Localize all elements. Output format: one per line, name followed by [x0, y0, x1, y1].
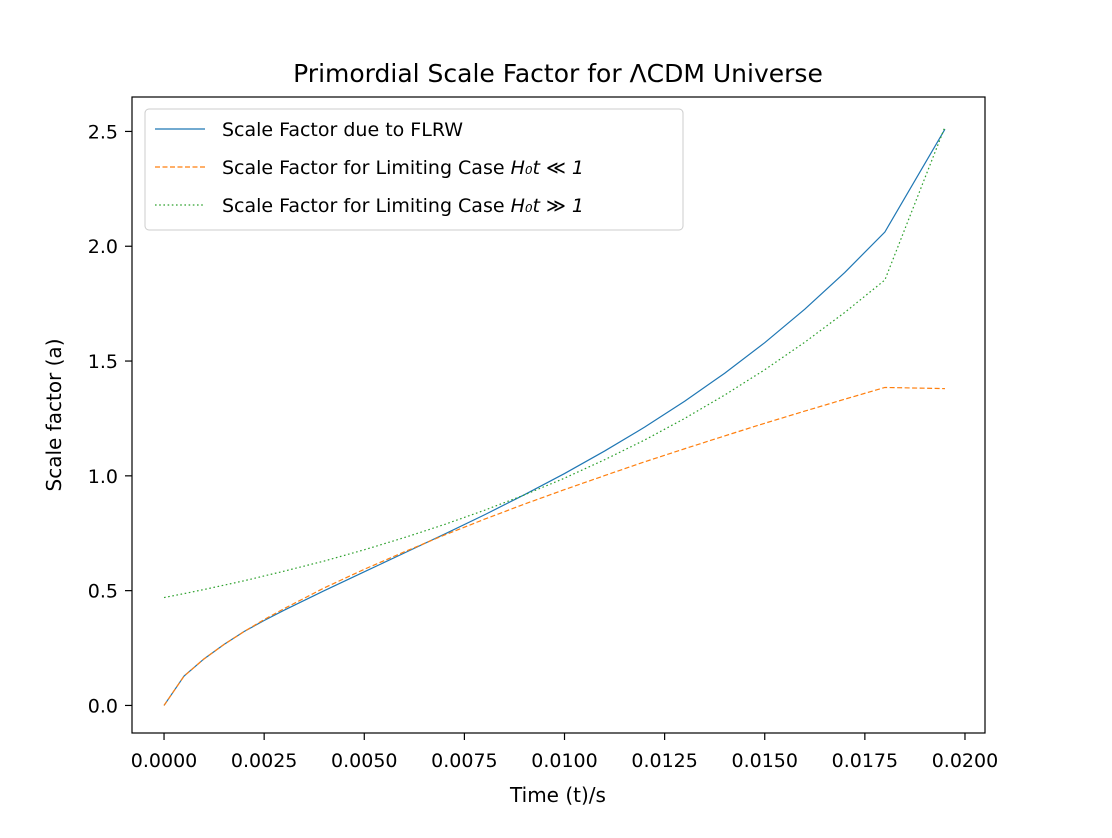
x-tick-label: 0.0175	[832, 750, 898, 772]
x-tick-label: 0.0125	[631, 750, 697, 772]
y-axis-label: Scale factor (a)	[42, 339, 66, 492]
y-axis: 0.0 0.5 1.0 1.5 2.0 2.5	[88, 121, 132, 717]
x-tick-label: 0.0025	[231, 750, 297, 772]
x-tick-label: 0.0150	[731, 750, 797, 772]
legend-label-3: Scale Factor for Limiting Case H₀t ≫ 1	[222, 195, 584, 217]
x-axis: 0.0000 0.0025 0.0050 0.0075 0.0100 0.0125 0.01…	[131, 733, 998, 772]
x-tick-label: 0.0050	[331, 750, 397, 772]
y-tick-label: 0.5	[88, 581, 118, 603]
y-tick-label: 1.0	[88, 466, 118, 488]
y-tick-label: 2.5	[88, 121, 118, 143]
chart-title: Primordial Scale Factor for ΛCDM Univers…	[293, 59, 823, 88]
series-group	[163, 126, 946, 706]
x-tick-label: 0.0075	[431, 750, 497, 772]
x-tick-label: 0.0100	[531, 750, 597, 772]
series-line-2	[163, 386, 945, 706]
y-tick-label: 2.0	[88, 236, 118, 258]
legend-label-2: Scale Factor for Limiting Case H₀t ≪ 1	[222, 157, 584, 179]
x-axis-label: Time (t)/s	[509, 783, 606, 807]
series-line-1	[163, 128, 946, 706]
legend: Scale Factor due to FLRW Scale Factor for…	[144, 108, 684, 231]
y-tick-label: 0.0	[88, 695, 118, 717]
legend-label-1: Scale Factor due to FLRW	[222, 119, 463, 141]
legend-box	[144, 108, 684, 231]
series-line-3	[163, 126, 946, 599]
x-tick-label: 0.0200	[932, 750, 998, 772]
x-tick-label: 0.0000	[131, 750, 197, 772]
y-tick-label: 1.5	[88, 351, 118, 373]
